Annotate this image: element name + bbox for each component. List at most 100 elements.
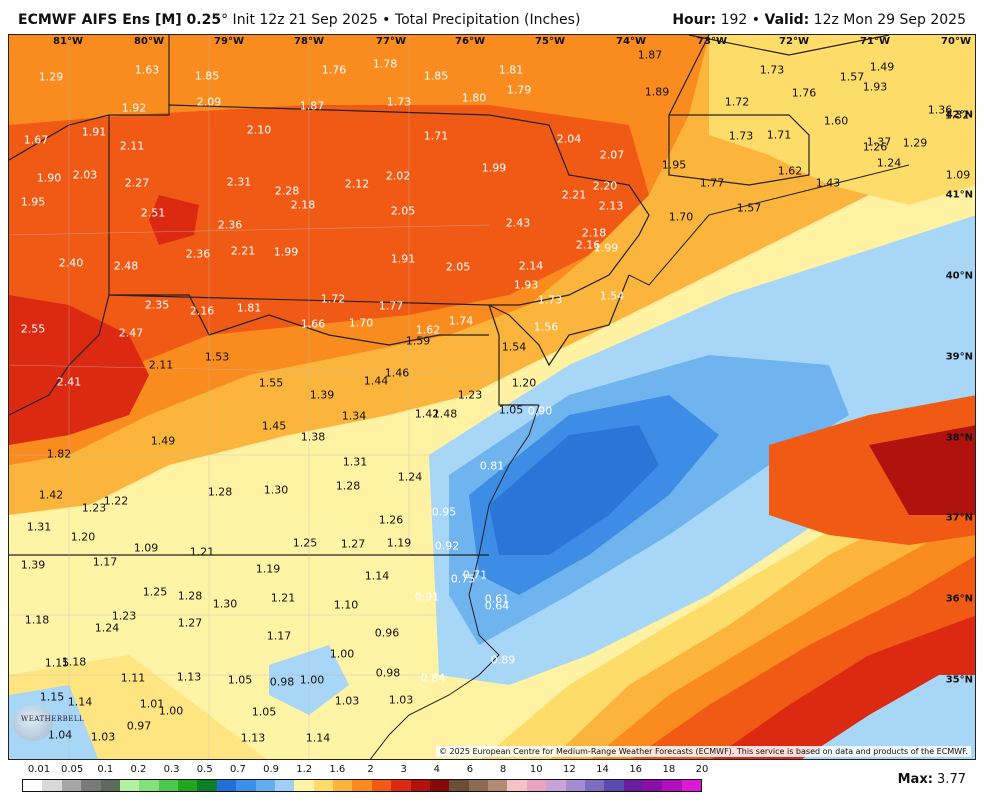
legend-tick-label: 18 — [662, 764, 676, 775]
legend-tick-label: 4 — [433, 764, 440, 775]
precip-value: 1.90 — [36, 171, 62, 185]
legend-swatch — [410, 780, 430, 791]
precip-value: 1.79 — [506, 83, 532, 97]
precip-value: 2.43 — [505, 216, 531, 230]
precip-value: 1.76 — [321, 63, 347, 77]
precip-value: 2.21 — [561, 188, 587, 202]
precip-value: 1.54 — [599, 289, 625, 303]
weatherbell-logo — [13, 705, 53, 741]
precip-value: 1.53 — [204, 350, 230, 364]
precip-value: 1.87 — [637, 48, 663, 62]
latitude-label: 35°N — [945, 674, 973, 686]
precip-value: 1.89 — [644, 85, 670, 99]
legend-swatch — [42, 780, 62, 791]
legend-tick-label: 14 — [596, 764, 609, 775]
precip-value: 1.81 — [498, 63, 524, 77]
precip-value: 1.13 — [240, 731, 266, 745]
precip-value: 1.43 — [815, 176, 841, 190]
precip-value: 1.46 — [384, 366, 410, 380]
precip-value: 2.48 — [113, 259, 139, 273]
precip-value: 1.71 — [423, 129, 449, 143]
precip-value: 1.05 — [251, 705, 277, 719]
precip-value: 1.70 — [348, 316, 374, 330]
legend-tick-label: 2 — [367, 764, 374, 775]
max-value: Max: 3.77 — [898, 772, 966, 787]
legend-swatch — [352, 780, 372, 791]
precip-value: 1.09 — [133, 541, 159, 555]
precip-value: 1.82 — [46, 447, 72, 461]
precip-value: 1.49 — [869, 60, 895, 74]
legend-swatch — [197, 780, 217, 791]
precip-value: 1.62 — [415, 323, 441, 337]
legend-color-bar — [22, 779, 702, 792]
precip-value: 2.36 — [185, 247, 211, 261]
precip-value: 1.66 — [300, 317, 326, 331]
legend-tick-label: 0.05 — [61, 764, 84, 775]
precip-value: 1.56 — [533, 320, 559, 334]
precip-value: 1.42 — [414, 407, 440, 421]
max-amount: 3.77 — [932, 772, 966, 787]
legend-swatch — [158, 780, 178, 791]
precip-value: 1.34 — [341, 409, 367, 423]
precip-value: 1.81 — [236, 301, 262, 315]
legend-tick-label: 1.2 — [296, 764, 313, 775]
longitude-label: 75°W — [535, 36, 565, 47]
precip-value: 1.15 — [44, 656, 70, 670]
precip-value: 0.97 — [126, 719, 152, 733]
valid-label: Valid: — [764, 12, 810, 28]
precip-value: 1.78 — [372, 57, 398, 71]
legend-swatch — [546, 780, 566, 791]
precip-value: 1.28 — [207, 485, 233, 499]
legend-swatch — [216, 780, 237, 791]
latitude-label: 40°N — [945, 270, 973, 282]
precip-value: 1.36 — [927, 103, 953, 117]
precip-value: 1.91 — [81, 125, 107, 139]
legend-swatch — [23, 780, 43, 791]
precip-value: 1.72 — [320, 292, 346, 306]
precip-value: 2.02 — [385, 169, 411, 183]
precip-value: 1.24 — [94, 621, 120, 635]
precip-value: 1.39 — [20, 558, 46, 572]
precip-value: 1.63 — [134, 63, 160, 77]
legend-swatch — [526, 780, 547, 791]
precip-value: 1.95 — [20, 195, 46, 209]
legend-swatch — [236, 780, 256, 791]
precip-value: 1.19 — [255, 562, 281, 576]
precip-value: 1.26 — [378, 513, 404, 527]
copyright-notice: © 2025 European Centre for Medium-Range … — [436, 746, 971, 757]
precip-value: 1.85 — [423, 69, 449, 83]
longitude-label: 73°W — [697, 36, 727, 47]
color-legend: 0.01 0.05 0.1 0.2 0.3 0.5 0.7 0.9 1.2 1.6 2 3 4 6 8 10 1… — [22, 764, 708, 794]
precip-value: 1.29 — [38, 70, 64, 84]
precip-value: 1.37 — [866, 135, 892, 149]
precip-value: 1.24 — [397, 470, 423, 484]
precip-value: 1.87 — [299, 99, 325, 113]
precip-value: 1.74 — [448, 314, 474, 328]
precipitation-map[interactable]: 81°W 80°W 79°W 78°W 77°W 76°W 75°W 74°W 73°W 72°W… — [8, 34, 976, 760]
legend-swatch — [604, 780, 624, 791]
precip-value: 1.03 — [90, 730, 116, 744]
precip-value: 1.38 — [300, 430, 326, 444]
precip-value: 1.57 — [736, 201, 762, 215]
legend-swatch — [391, 780, 411, 791]
precip-value: 1.23 — [81, 501, 107, 515]
precip-value: 0.89 — [490, 653, 516, 667]
precip-value: 1.26 — [862, 140, 888, 154]
precip-value: 1.00 — [329, 647, 355, 661]
legend-swatch — [488, 780, 508, 791]
legend-tick-label: 3 — [400, 764, 407, 775]
precip-value: 1.21 — [270, 591, 296, 605]
precip-value: 2.07 — [599, 148, 625, 162]
precip-value: 2.55 — [20, 322, 46, 336]
precip-value: 1.92 — [121, 101, 147, 115]
precip-value: 2.41 — [56, 375, 82, 389]
precip-value: 1.17 — [92, 555, 118, 569]
legend-swatch — [274, 780, 295, 791]
precip-value: 2.21 — [230, 244, 256, 258]
precip-value: 1.05 — [498, 403, 524, 417]
precip-value: 2.11 — [119, 139, 145, 153]
degree-symbol: ° — [221, 12, 229, 28]
precip-value: 0.71 — [462, 568, 488, 582]
precip-value: 1.15 — [39, 690, 65, 704]
precip-value: 1.77 — [699, 176, 725, 190]
